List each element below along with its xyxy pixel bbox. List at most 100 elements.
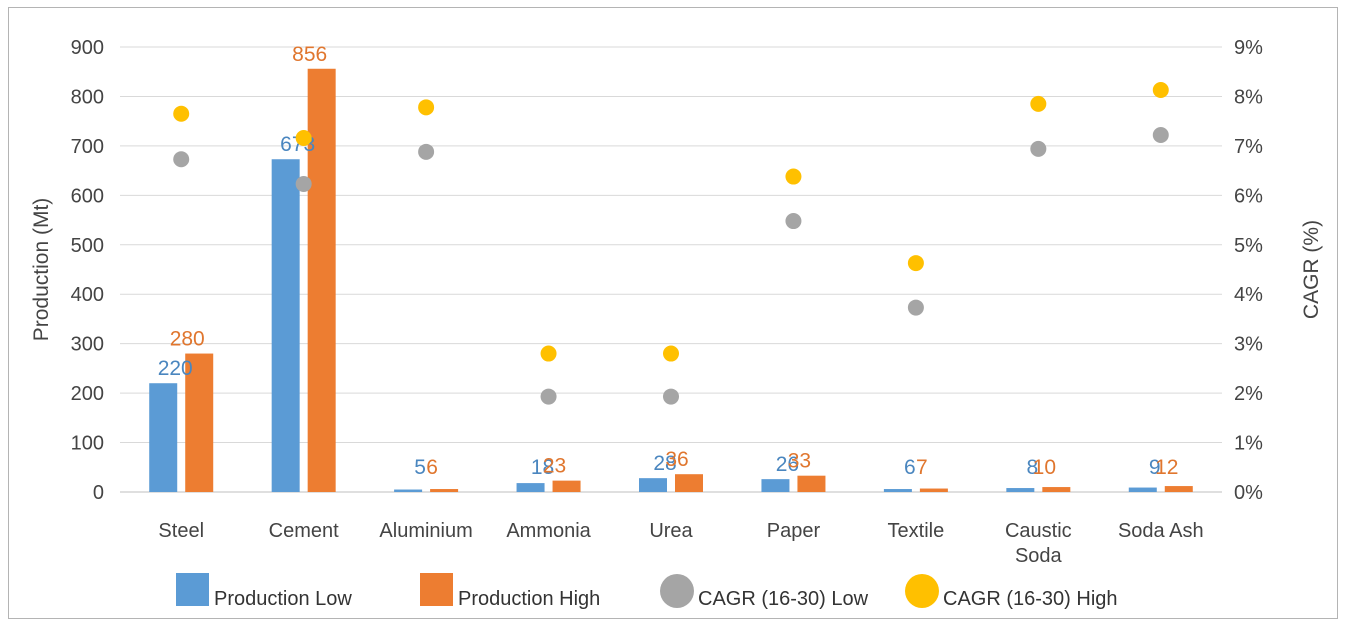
bar [675, 474, 703, 492]
bar-value-label: 6 [426, 456, 438, 479]
y2-tick-label: 4% [1234, 284, 1263, 306]
bar [797, 475, 826, 492]
bar [516, 483, 545, 492]
y-axis-title: Production (Mt) [30, 198, 53, 342]
x-tick-label: Textile [888, 520, 945, 542]
bar-value-label: 33 [788, 450, 811, 473]
legend-swatch [420, 573, 453, 606]
legend-swatch [176, 573, 209, 606]
bar [394, 489, 423, 492]
cagr-point [173, 151, 190, 168]
bar [639, 478, 667, 492]
bar-value-label: 5 [414, 456, 426, 479]
y-tick-label: 400 [71, 284, 104, 306]
x-tick-label: Soda Ash [1118, 520, 1204, 542]
x-tick-label: Cement [269, 520, 339, 542]
bar-value-label: 10 [1033, 456, 1056, 479]
bar [307, 68, 336, 492]
legend-label: Production Low [214, 588, 352, 610]
bar-value-label: 23 [543, 455, 566, 478]
y2-tick-label: 2% [1234, 383, 1263, 405]
y2-tick-label: 3% [1234, 334, 1263, 356]
bar-value-label: 7 [916, 456, 928, 479]
y-tick-label: 200 [71, 383, 104, 405]
cagr-point [663, 388, 679, 405]
bar [919, 488, 948, 492]
cagr-point [295, 129, 312, 146]
cagr-point [295, 175, 312, 192]
cagr-point [173, 105, 190, 122]
cagr-point [1152, 82, 1169, 99]
bar-value-label: 9 [1149, 456, 1161, 479]
x-tick-label: Caustic Soda [1005, 520, 1072, 567]
gridlines [120, 46, 1222, 493]
cagr-point [540, 388, 557, 405]
bar-value-label: 280 [170, 328, 205, 351]
cagr-point [418, 143, 435, 160]
y-tick-label: 100 [71, 433, 104, 455]
bar [1164, 486, 1193, 492]
bar [149, 383, 178, 492]
legend-item: Production Low [176, 573, 352, 610]
bar [1006, 488, 1035, 492]
y-tick-label: 300 [71, 334, 104, 356]
x-tick-label: Ammonia [506, 520, 591, 542]
y2-tick-label: 9% [1234, 37, 1263, 59]
legend-label: CAGR (16-30) High [943, 588, 1118, 610]
cagr-point [907, 255, 924, 272]
x-tick-label: Urea [649, 520, 693, 542]
bar-value-label: 36 [665, 448, 688, 471]
axes: 0 100 200 300 400 500 600 700 800 900 0% 1% 2% 3% 4% 5%… [71, 37, 1263, 567]
legend-item: CAGR (16-30) Low [660, 574, 869, 610]
legend-label: Production High [458, 588, 600, 610]
bar-value-label: 26 [776, 453, 799, 476]
y2-tick-label: 7% [1234, 136, 1263, 158]
bar [430, 489, 459, 492]
y2-tick-label: 6% [1234, 185, 1263, 207]
bar-value-label: 18 [531, 456, 554, 479]
y-tick-label: 900 [71, 37, 104, 59]
bar [552, 480, 581, 492]
bar-value-label: 12 [1155, 456, 1178, 479]
chart-frame [8, 7, 1338, 619]
y2-tick-label: 8% [1234, 86, 1263, 108]
y-tick-label: 500 [71, 235, 104, 257]
legend: Production Low Production High CAGR (16-30… [176, 573, 1118, 610]
x-tick-label: Aluminium [379, 520, 472, 542]
bar-value-label: 6 [904, 456, 916, 479]
bar-value-label: 856 [292, 43, 327, 66]
cagr-markers [173, 82, 1169, 405]
cagr-point [1152, 127, 1169, 144]
y-tick-label: 0 [93, 482, 104, 504]
legend-label: CAGR (16-30) Low [698, 588, 869, 610]
legend-swatch [905, 574, 939, 608]
bar [1042, 487, 1071, 492]
bar-value-label: 28 [653, 452, 676, 475]
bar [271, 159, 300, 492]
cagr-point [785, 213, 802, 230]
cagr-point [907, 299, 924, 316]
cagr-point [1030, 95, 1047, 112]
bar-value-label: 220 [158, 357, 193, 380]
bar [185, 353, 214, 492]
x-tick-label: Paper [767, 520, 821, 542]
y2-axis-title: CAGR (%) [1300, 220, 1323, 319]
y-tick-label: 600 [71, 185, 104, 207]
legend-item: Production High [420, 573, 600, 610]
bars [149, 68, 1193, 492]
legend-item: CAGR (16-30) High [905, 574, 1118, 610]
bar-value-label: 8 [1026, 456, 1038, 479]
y-tick-label: 800 [71, 86, 104, 108]
y2-tick-label: 1% [1234, 433, 1263, 455]
bar [761, 479, 790, 492]
y-tick-label: 700 [71, 136, 104, 158]
bar [883, 489, 912, 492]
y2-tick-label: 5% [1234, 235, 1263, 257]
cagr-point [785, 168, 802, 185]
legend-swatch [660, 574, 694, 608]
cagr-point [663, 345, 679, 362]
y2-tick-label: 0% [1234, 482, 1263, 504]
bar [1128, 487, 1157, 492]
x-tick-label: Steel [158, 520, 204, 542]
